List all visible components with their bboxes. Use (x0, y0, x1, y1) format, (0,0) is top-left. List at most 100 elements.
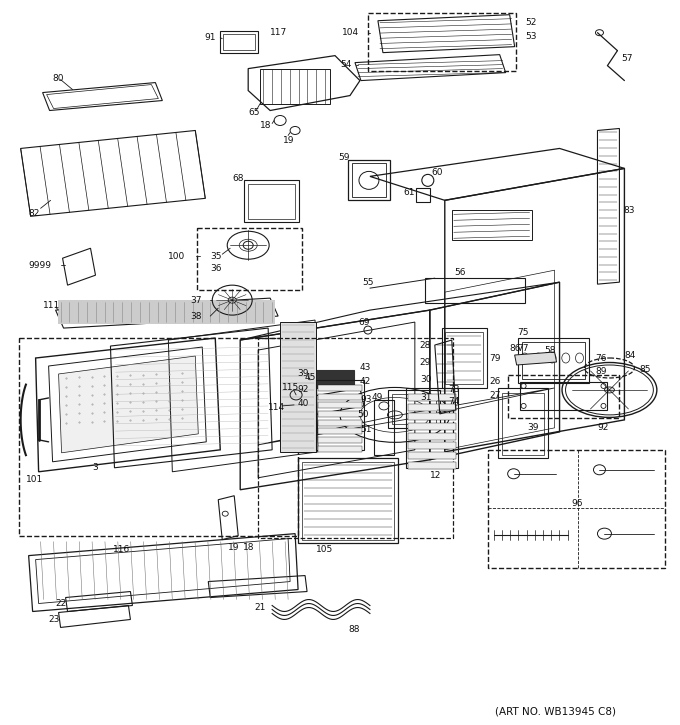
Text: 60: 60 (432, 168, 443, 177)
Text: 85: 85 (639, 365, 651, 375)
Text: 100: 100 (169, 252, 186, 261)
Text: 30: 30 (420, 376, 431, 384)
Text: 91: 91 (204, 33, 216, 42)
Text: 116: 116 (112, 545, 130, 554)
Text: 83: 83 (624, 206, 635, 215)
Text: 49: 49 (372, 394, 384, 402)
Bar (445, 332, 483, 384)
Polygon shape (515, 352, 556, 365)
Bar (408, 433, 456, 439)
Ellipse shape (605, 387, 615, 393)
Text: 39: 39 (297, 370, 309, 378)
Text: 19: 19 (283, 136, 294, 145)
Text: 37: 37 (190, 296, 202, 304)
Bar (318, 411, 362, 417)
Text: 28: 28 (420, 341, 431, 349)
Bar (408, 462, 456, 469)
Bar (318, 402, 362, 408)
Text: 56: 56 (455, 268, 466, 277)
Text: 23: 23 (48, 615, 60, 624)
Polygon shape (58, 356, 199, 453)
Bar (517, 338, 590, 383)
Bar (452, 210, 532, 240)
Bar (352, 163, 386, 197)
Text: 29: 29 (420, 357, 431, 367)
Bar (502, 393, 543, 455)
Text: 43: 43 (360, 363, 371, 373)
Bar (408, 394, 456, 401)
Bar (425, 278, 525, 303)
Bar (318, 394, 362, 399)
Bar (408, 404, 456, 410)
Text: 53: 53 (526, 32, 537, 41)
Bar (223, 33, 255, 49)
Text: 92: 92 (598, 423, 609, 432)
Bar (318, 385, 362, 391)
Text: 114: 114 (268, 403, 286, 413)
Bar (286, 370, 354, 388)
Text: 45: 45 (304, 373, 316, 383)
Bar (318, 420, 362, 426)
Text: 104: 104 (342, 28, 359, 37)
Text: 77: 77 (517, 344, 529, 352)
Text: 68: 68 (233, 174, 243, 183)
Text: 93: 93 (360, 395, 371, 405)
Bar (348, 160, 390, 200)
Bar (416, 188, 430, 202)
Text: 82: 82 (29, 209, 40, 218)
Text: 69: 69 (358, 318, 369, 326)
Text: 12: 12 (430, 471, 441, 480)
Bar (388, 390, 440, 428)
Bar (197, 228, 302, 290)
Bar (408, 452, 456, 459)
Text: 58: 58 (545, 346, 556, 355)
Bar (392, 394, 436, 424)
Text: 86: 86 (509, 344, 521, 352)
Text: 75: 75 (517, 328, 529, 336)
Bar (368, 13, 515, 70)
Text: 50: 50 (357, 410, 369, 419)
Bar (260, 69, 330, 104)
Text: 80: 80 (52, 74, 64, 83)
Text: 27: 27 (490, 392, 501, 400)
Text: 19: 19 (228, 543, 240, 552)
Bar (220, 30, 258, 53)
Text: 9999: 9999 (29, 261, 52, 270)
Bar (406, 388, 458, 468)
Bar (18, 338, 298, 536)
Text: 101: 101 (26, 476, 43, 484)
Text: 38: 38 (190, 312, 202, 320)
Text: 36: 36 (210, 264, 222, 273)
Bar (244, 181, 299, 223)
Text: 40: 40 (297, 399, 309, 408)
Bar (488, 450, 665, 568)
Text: 26: 26 (490, 378, 501, 386)
Bar (318, 437, 362, 443)
Text: 84: 84 (624, 350, 636, 360)
Bar (258, 338, 453, 538)
Text: 76: 76 (596, 354, 607, 362)
Text: 54: 54 (340, 60, 352, 69)
Text: 92: 92 (297, 386, 309, 394)
Text: 57: 57 (622, 54, 633, 63)
Text: 3: 3 (92, 463, 98, 472)
Text: 88: 88 (348, 625, 360, 634)
Text: 79: 79 (490, 354, 501, 362)
Text: 31: 31 (420, 394, 431, 402)
Text: 111: 111 (43, 301, 60, 310)
Bar (408, 442, 456, 450)
Text: 52: 52 (526, 18, 537, 28)
Bar (442, 328, 487, 388)
Text: 39: 39 (528, 423, 539, 432)
Text: 21: 21 (254, 603, 266, 612)
Text: 115: 115 (282, 384, 299, 392)
Text: 74: 74 (447, 397, 459, 407)
Text: 89: 89 (596, 368, 607, 376)
Text: 51: 51 (360, 426, 371, 434)
Bar (318, 446, 362, 452)
Bar (408, 413, 456, 420)
Bar (318, 428, 362, 434)
Text: 35: 35 (210, 252, 222, 261)
Bar (498, 388, 547, 457)
Text: 105: 105 (316, 545, 333, 554)
